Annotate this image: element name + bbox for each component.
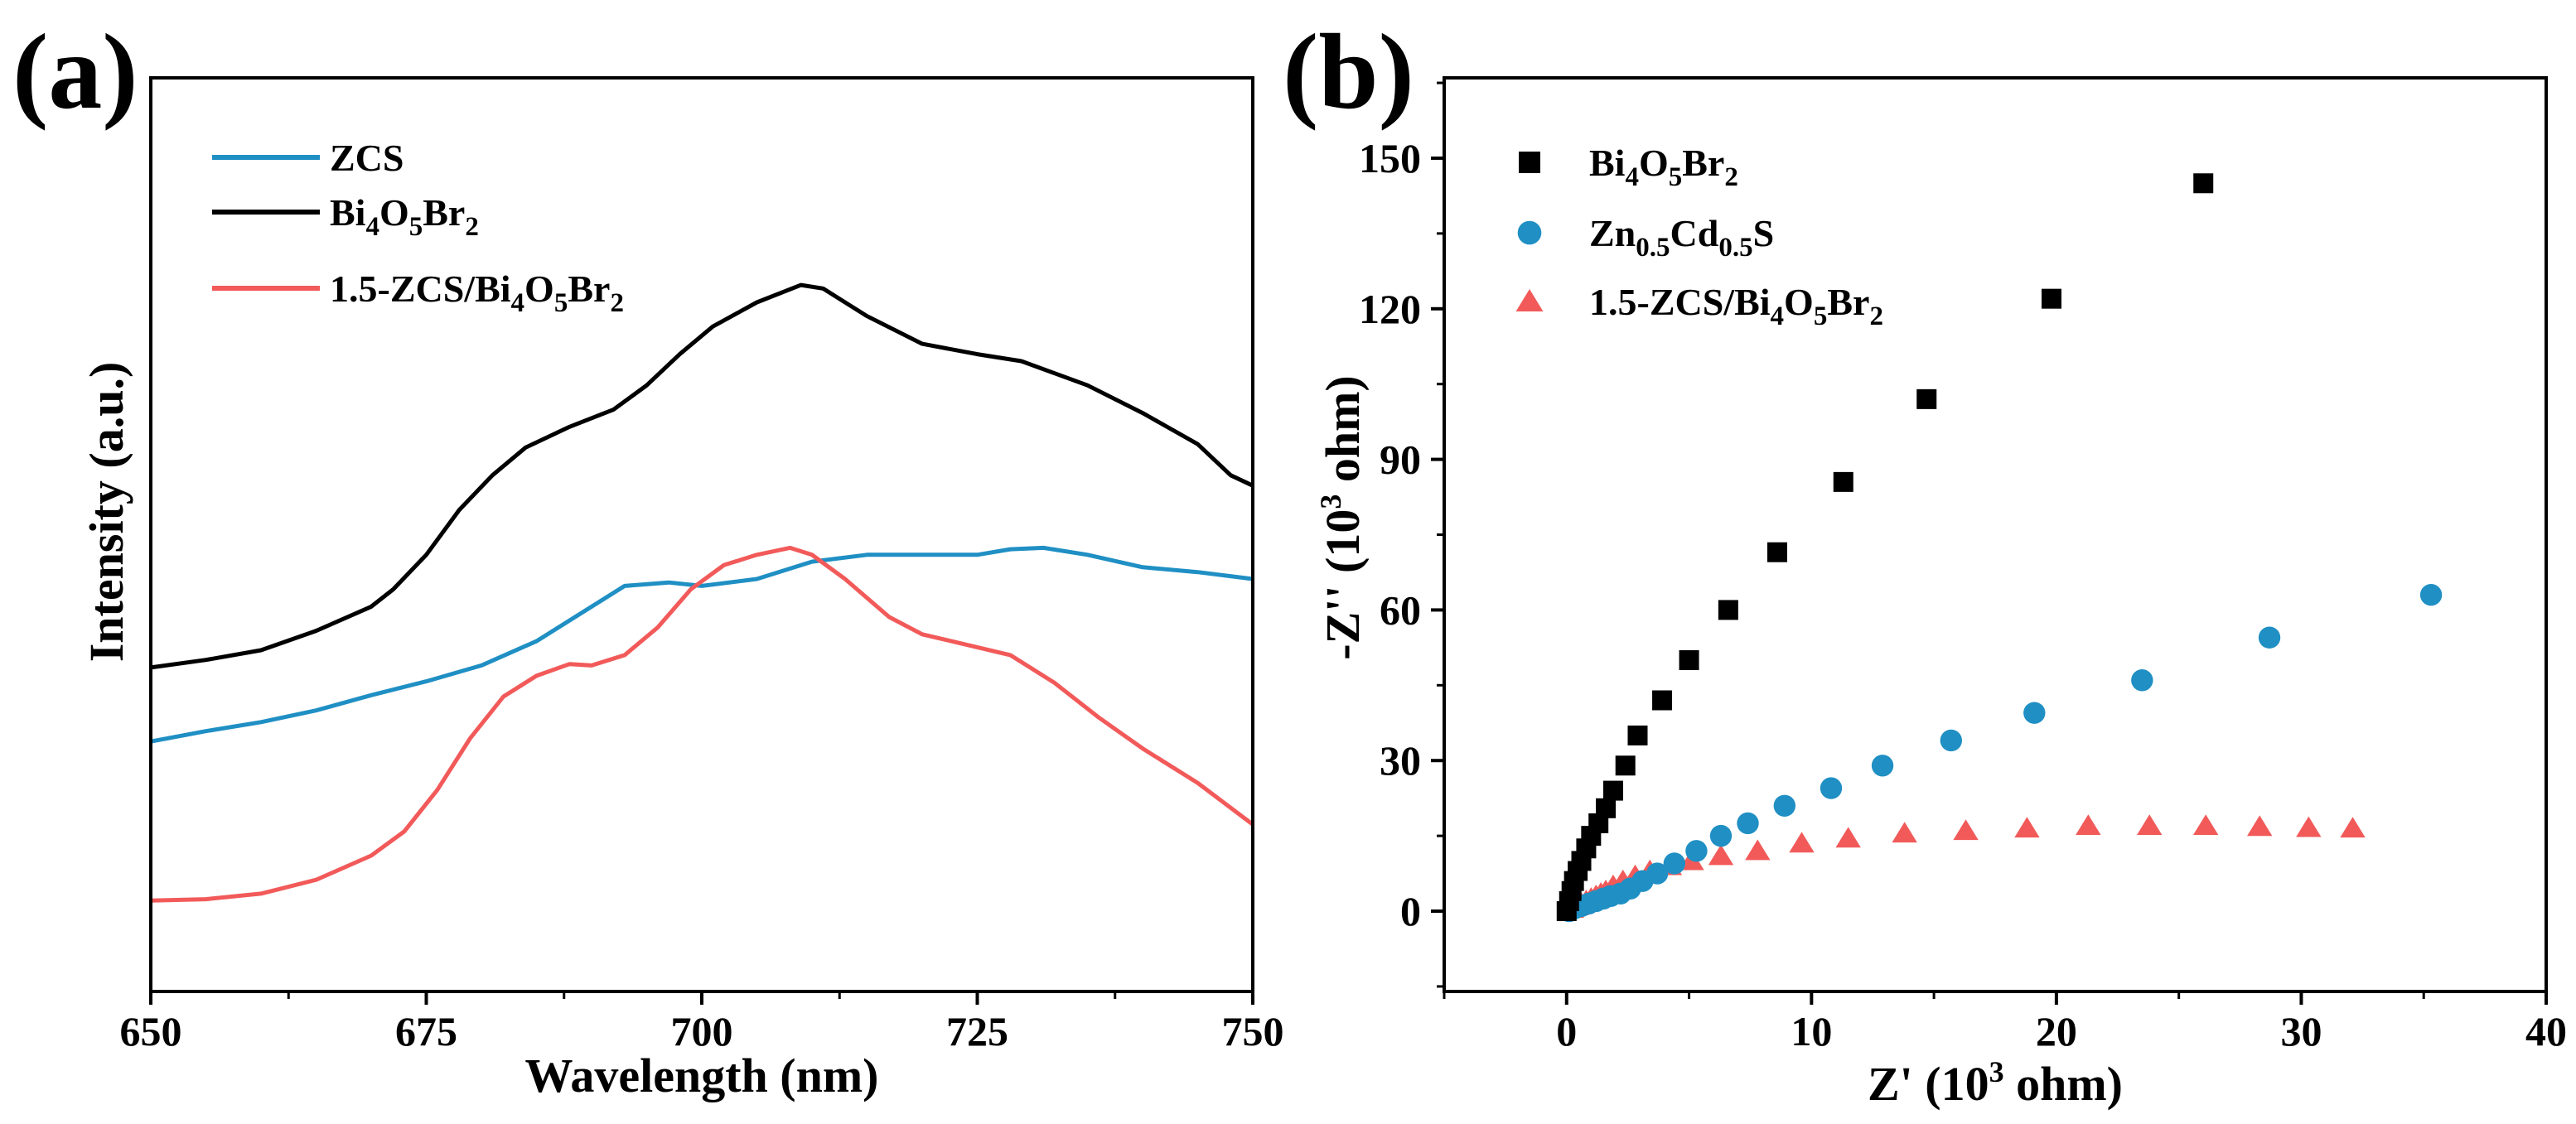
chart-b-point-circle xyxy=(2258,626,2281,649)
chart-a-ylabel: Intensity (a.u.) xyxy=(80,362,133,663)
chart-b-point-circle xyxy=(1685,840,1708,862)
chart-b-point-square xyxy=(1916,388,1937,409)
chart-b-point-square xyxy=(1602,780,1623,801)
chart-b-xtick-label: 0 xyxy=(1556,1008,1577,1054)
chart-b-point-square xyxy=(1627,725,1648,745)
chart-b-xlabel: Z' (103 ohm) xyxy=(1868,1055,2123,1111)
chart-b-point-circle xyxy=(1709,824,1733,847)
chart-a-xlabel: Wavelength (nm) xyxy=(525,1049,879,1102)
chart-a-xtick-label: 650 xyxy=(120,1008,182,1054)
chart-b-ytick-label: 30 xyxy=(1380,737,1421,784)
chart-b-point-triangle xyxy=(1835,827,1861,848)
chart-b-point-triangle xyxy=(2137,814,2163,836)
chart-a-series-line-1 xyxy=(150,282,1254,670)
chart-a-xtick-label: 725 xyxy=(946,1008,1008,1054)
chart-b-point-triangle xyxy=(1953,819,1979,841)
chart-b-point-triangle xyxy=(1892,822,1917,843)
chart-b-point-circle xyxy=(1871,755,1894,777)
chart-a-legend-label: 1.5-ZCS/Bi4O5Br2 xyxy=(330,268,624,318)
chart-b-point-triangle xyxy=(1789,832,1815,853)
chart-a-series-line-2 xyxy=(150,545,1254,903)
chart-b-xtick-label: 20 xyxy=(2036,1008,2077,1054)
chart-a-xtick-label: 700 xyxy=(671,1008,733,1054)
chart-b-legend-label: Bi4O5Br2 xyxy=(1589,142,1738,192)
chart-a-legend-label: Bi4O5Br2 xyxy=(330,191,479,242)
chart-a-legend-item-0: ZCS xyxy=(212,137,404,179)
chart-b-nyquist-plot: 0 10 20 30 40 0 30 60 90 120 150 Bi4O5Br2 Zn0.5Cd0.… xyxy=(1314,76,2567,1111)
chart-b-point-triangle xyxy=(2192,814,2219,836)
chart-b-point-square xyxy=(1679,650,1699,671)
chart-b-point-square xyxy=(1766,542,1787,562)
chart-b-point-circle xyxy=(2419,584,2443,606)
chart-b-point-circle xyxy=(1940,729,1962,752)
chart-b-ytick-label: 90 xyxy=(1380,437,1421,483)
chart-b-point-circle xyxy=(2131,669,2153,692)
chart-a-xtick-label: 750 xyxy=(1222,1008,1284,1054)
chart-b-ylabel: -Z'' (103 ohm) xyxy=(1314,375,1370,659)
chart-b-point-square xyxy=(1718,600,1738,620)
panel-a-label: (a) xyxy=(12,12,138,132)
chart-b-point-circle xyxy=(1820,777,1843,799)
chart-b-point-circle xyxy=(1737,812,1759,835)
chart-b-ytick-label: 0 xyxy=(1400,888,1421,934)
chart-b-point-circle xyxy=(2023,702,2046,724)
chart-b-point-triangle xyxy=(2296,816,2322,837)
chart-b-point-square xyxy=(1615,755,1636,776)
chart-b-point-triangle xyxy=(2076,814,2101,836)
chart-b-legend-label: Zn0.5Cd0.5S xyxy=(1589,212,1774,263)
chart-b-point-square xyxy=(1833,471,1853,492)
panel-b-label: (b) xyxy=(1283,12,1414,132)
chart-b-legend-marker xyxy=(1515,289,1544,311)
chart-b-point-square xyxy=(2193,173,2214,194)
chart-b-ytick-label: 60 xyxy=(1380,586,1421,633)
chart-b-xtick-label: 30 xyxy=(2280,1008,2322,1054)
chart-b-ytick-label: 120 xyxy=(1359,286,1421,332)
chart-b-legend-label: 1.5-ZCS/Bi4O5Br2 xyxy=(1589,281,1883,331)
chart-b-legend-marker xyxy=(1517,220,1542,245)
chart-b-ytick-label: 150 xyxy=(1359,135,1421,181)
chart-b-point-triangle xyxy=(2014,817,2040,838)
chart-b-point-square xyxy=(1596,798,1617,818)
chart-b-point-circle xyxy=(1773,794,1796,817)
chart-b-point-triangle xyxy=(2247,815,2273,837)
chart-b-point-triangle xyxy=(1708,844,1734,866)
chart-a-xtick-label: 675 xyxy=(395,1008,457,1054)
chart-a-series-line-0 xyxy=(150,545,1254,744)
chart-b-legend-marker xyxy=(1519,152,1540,173)
chart-b-legend-item-2: 1.5-ZCS/Bi4O5Br2 xyxy=(1515,281,1883,331)
chart-a-frame xyxy=(149,76,1254,993)
chart-b-point-triangle xyxy=(1745,839,1771,861)
chart-b-point-circle xyxy=(1663,852,1686,875)
chart-a-legend-item-1: Bi4O5Br2 xyxy=(212,191,479,242)
chart-a-legend-item-2: 1.5-ZCS/Bi4O5Br2 xyxy=(212,268,624,318)
chart-b-point-square xyxy=(2041,288,2061,309)
chart-b-xtick-label: 40 xyxy=(2525,1008,2567,1054)
chart-b-legend-item-1: Zn0.5Cd0.5S xyxy=(1517,212,1774,263)
chart-b-legend-item-0: Bi4O5Br2 xyxy=(1519,142,1738,192)
chart-b-point-circle xyxy=(1646,862,1669,885)
chart-a-legend-label: ZCS xyxy=(330,137,404,179)
chart-b-point-square xyxy=(1652,690,1673,711)
chart-b-point-triangle xyxy=(2340,817,2366,838)
chart-b-xtick-label: 10 xyxy=(1791,1008,1832,1054)
chart-a-pl-spectra: 650 675 700 725 750 ZCS Bi4O5Br2 1.5-ZCS/Bi4O5… xyxy=(80,76,1284,1102)
